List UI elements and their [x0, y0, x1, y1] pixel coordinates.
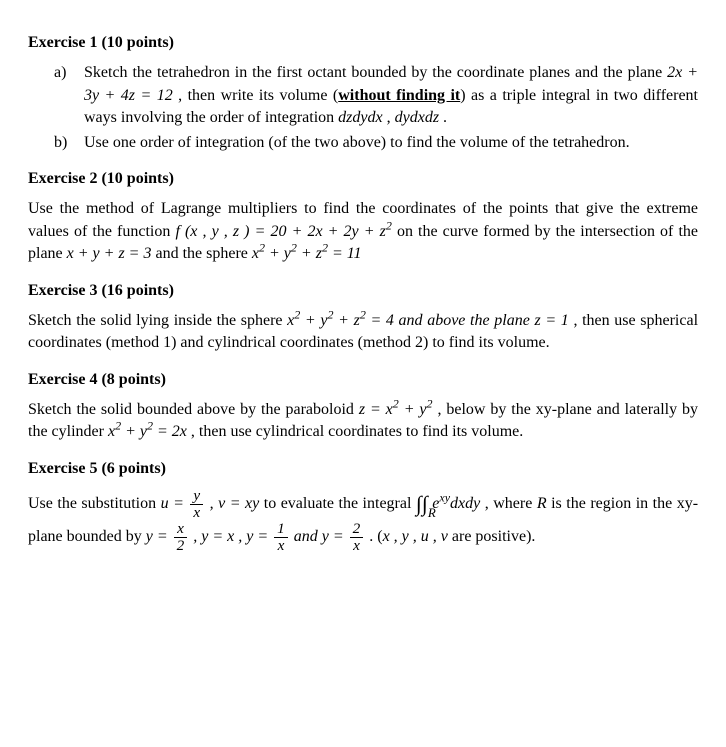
exercise-3-body: Sketch the solid lying inside the sphere…: [28, 310, 698, 355]
ex1-b-marker: b): [28, 132, 84, 154]
ex1-item-a: a) Sketch the tetrahedron in the first o…: [28, 62, 698, 129]
ex5-bounds: y = x2 , y = x , y = 1x and y = 2x: [146, 528, 370, 545]
exercise-4-heading: Exercise 4 (8 points): [28, 369, 698, 391]
ex1-a-ord2: dydxdz: [395, 109, 439, 126]
ex4-cyl: x2 + y2 = 2x: [108, 423, 191, 440]
ex5-t3: , where: [485, 495, 537, 512]
ex2-plane: x + y + z = 3: [67, 245, 152, 262]
ex2-sphere: x2 + y2 + z2 = 11: [252, 245, 362, 262]
ex5-integral: ∫∫R exydxdy: [416, 495, 485, 512]
ex1-b-body: Use one order of integration (of the two…: [84, 132, 698, 154]
ex4-parab: z = x2 + y2: [359, 401, 438, 418]
ex1-a-end: .: [439, 109, 447, 126]
exercise-1-list: a) Sketch the tetrahedron in the first o…: [28, 62, 698, 154]
ex4-t3: , then use cylindrical coordinates to fi…: [191, 423, 523, 440]
ex5-t1: Use the substitution: [28, 495, 161, 512]
ex1-a-underline: without finding it: [338, 87, 460, 104]
ex5-t6: are positive).: [448, 528, 536, 545]
ex1-item-b: b) Use one order of integration (of the …: [28, 132, 698, 154]
exercise-4-body: Sketch the solid bounded above by the pa…: [28, 399, 698, 444]
ex1-a-marker: a): [28, 62, 84, 129]
ex2-f: f (x , y , z ) = 20 + 2x + 2y + z2: [175, 223, 391, 240]
ex5-t5: . (: [369, 528, 382, 545]
ex3-t1: Sketch the solid lying inside the sphere: [28, 312, 287, 329]
ex1-a-ord1: dzdydx: [338, 109, 382, 126]
exercise-3-heading: Exercise 3 (16 points): [28, 280, 698, 302]
ex3-plane: z = 1: [534, 312, 568, 329]
ex5-u: u = yx , v = xy: [161, 495, 264, 512]
ex2-t3: and the sphere: [155, 245, 251, 262]
ex1-a-comma: ,: [383, 109, 395, 126]
ex1-a-text2: , then write its volume (: [173, 87, 339, 104]
ex5-R: R: [537, 495, 547, 512]
ex5-t2: to evaluate the integral: [264, 495, 416, 512]
exercise-5-body: Use the substitution u = yx , v = xy to …: [28, 488, 698, 554]
exercise-2-body: Use the method of Lagrange multipliers t…: [28, 198, 698, 265]
exercise-5-heading: Exercise 5 (6 points): [28, 458, 698, 480]
ex1-a-text1: Sketch the tetrahedron in the first octa…: [84, 64, 667, 81]
exercise-1-heading: Exercise 1 (10 points): [28, 32, 698, 54]
exercise-2-heading: Exercise 2 (10 points): [28, 168, 698, 190]
ex1-a-body: Sketch the tetrahedron in the first octa…: [84, 62, 698, 129]
ex4-t1: Sketch the solid bounded above by the pa…: [28, 401, 359, 418]
ex3-sphere: x2 + y2 + z2 = 4 and above the plane: [287, 312, 534, 329]
ex5-vars: x , y , u , v: [383, 528, 448, 545]
